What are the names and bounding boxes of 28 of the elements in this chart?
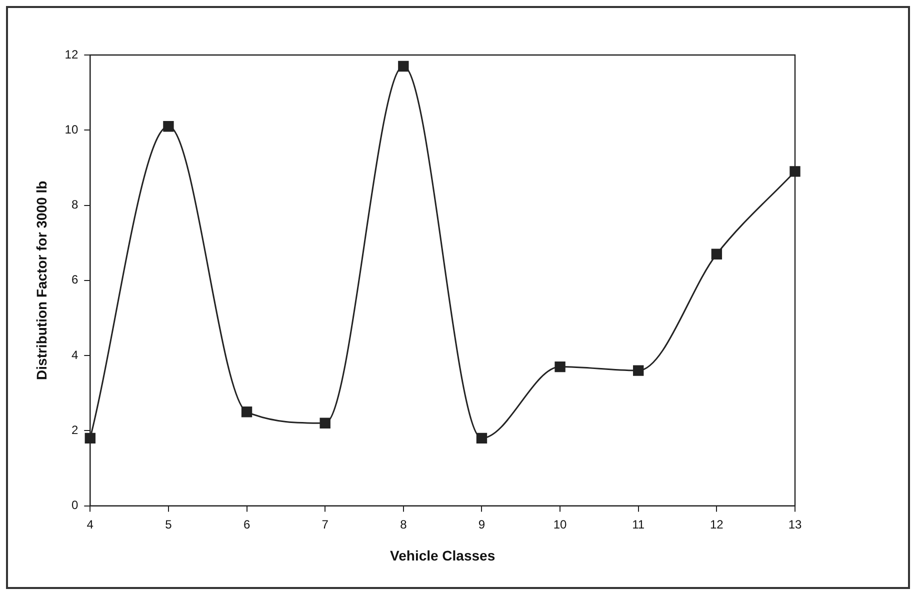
x-tick-label: 12 [710, 517, 724, 532]
point [790, 166, 800, 177]
point [163, 121, 174, 132]
point [476, 432, 488, 444]
x-tick-label: 11 [632, 517, 645, 532]
y-tick-label: 2 [71, 422, 78, 437]
point [398, 60, 409, 72]
point [633, 365, 644, 376]
x-tick-label: 7 [322, 517, 329, 532]
x-tick-label: 9 [478, 517, 486, 532]
y-tick-label: 4 [71, 348, 78, 362]
y-axis-title: Distribution Factor for 3000 lb [33, 180, 50, 380]
point [711, 248, 722, 260]
y-tick-label: 12 [64, 47, 78, 62]
point [554, 361, 566, 372]
point [241, 406, 252, 418]
y-tick-label: 10 [64, 122, 78, 136]
x-tick-label: 5 [165, 517, 172, 532]
y-tick-label: 8 [71, 198, 78, 212]
x-tick-label: 8 [400, 517, 408, 532]
y-tick-label: 0 [71, 498, 78, 512]
x-tick-label: 6 [243, 517, 250, 532]
point [320, 418, 330, 428]
x-tick-label: 13 [788, 517, 802, 532]
x-axis-title: Vehicle Classes [390, 547, 496, 564]
y-tick-label: 6 [71, 272, 78, 287]
x-tick-label: 4 [86, 517, 94, 532]
x-tick-label: 10 [553, 517, 568, 532]
